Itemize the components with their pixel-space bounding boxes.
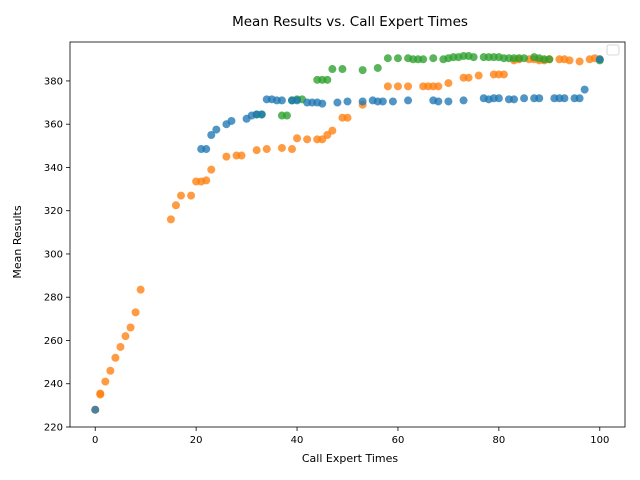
scatter-point bbox=[343, 97, 352, 106]
scatter-point bbox=[575, 57, 584, 66]
plot-area-frame bbox=[69, 41, 626, 428]
scatter-point bbox=[101, 377, 110, 386]
scatter-point bbox=[187, 191, 196, 200]
scatter-point bbox=[560, 94, 569, 103]
scatter-point bbox=[429, 54, 438, 63]
scatter-point bbox=[177, 191, 185, 200]
scatter-point bbox=[393, 54, 402, 63]
scatter-point bbox=[277, 96, 286, 105]
scatter-point bbox=[464, 73, 473, 82]
scatter-point bbox=[202, 176, 211, 185]
scatter-point bbox=[277, 143, 286, 152]
scatter-point bbox=[393, 82, 402, 91]
data-points bbox=[91, 52, 604, 414]
scatter-point bbox=[222, 152, 231, 161]
x-tick-label: 0 bbox=[92, 435, 98, 446]
y-tick-label: 220 bbox=[44, 423, 63, 434]
scatter-point bbox=[510, 95, 518, 104]
scatter-point bbox=[373, 63, 382, 72]
scatter-point bbox=[520, 94, 529, 103]
scatter-point bbox=[545, 55, 554, 64]
scatter-point bbox=[328, 65, 337, 74]
scatter-point bbox=[474, 71, 483, 80]
scatter-point bbox=[469, 53, 478, 62]
axis-ticks: 0 20 40 60 80 100 220 240 260 280 300 320 340 360 380 bbox=[44, 76, 609, 446]
scatter-point bbox=[358, 66, 367, 75]
scatter-point bbox=[383, 54, 392, 63]
scatter-point bbox=[383, 82, 392, 91]
scatter-point bbox=[318, 99, 327, 108]
scatter-point bbox=[288, 145, 296, 154]
y-tick-label: 240 bbox=[44, 379, 63, 390]
scatter-point bbox=[91, 405, 100, 414]
scatter-point bbox=[434, 82, 443, 91]
scatter-point bbox=[96, 390, 105, 399]
scatter-point bbox=[293, 134, 302, 143]
scatter-point bbox=[388, 97, 397, 106]
scatter-point bbox=[126, 323, 135, 332]
scatter-point bbox=[499, 70, 508, 79]
scatter-point bbox=[171, 201, 180, 210]
legend-box bbox=[606, 44, 620, 56]
scatter-point bbox=[520, 54, 529, 63]
x-tick-label: 40 bbox=[291, 435, 304, 446]
scatter-point bbox=[227, 116, 236, 125]
scatter-point bbox=[116, 342, 125, 351]
x-tick-label: 80 bbox=[492, 435, 505, 446]
scatter-point bbox=[131, 308, 140, 317]
y-axis-label: Mean Results bbox=[11, 205, 24, 278]
scatter-point bbox=[494, 94, 503, 103]
scatter-point bbox=[338, 65, 347, 74]
scatter-point bbox=[282, 111, 291, 120]
y-tick-label: 360 bbox=[44, 120, 63, 131]
scatter-point bbox=[580, 85, 589, 94]
scatter-point bbox=[237, 151, 246, 160]
y-tick-label: 320 bbox=[44, 206, 63, 217]
y-tick-label: 340 bbox=[44, 163, 63, 174]
chart-title: Mean Results vs. Call Expert Times bbox=[232, 14, 468, 30]
scatter-point bbox=[106, 366, 115, 375]
scatter-point bbox=[166, 215, 175, 224]
x-tick-label: 100 bbox=[590, 435, 609, 446]
y-tick-label: 380 bbox=[44, 76, 63, 87]
scatter-point bbox=[575, 94, 584, 103]
scatter-point bbox=[378, 97, 387, 106]
scatter-point bbox=[202, 145, 211, 154]
scatter-point bbox=[444, 97, 453, 106]
y-tick-label: 260 bbox=[44, 336, 63, 347]
scatter-point bbox=[293, 96, 302, 105]
scatter-point bbox=[323, 75, 332, 84]
scatter-point bbox=[252, 146, 261, 155]
scatter-point bbox=[358, 97, 367, 106]
scatter-point bbox=[121, 332, 130, 341]
scatter-point bbox=[257, 110, 266, 119]
y-tick-label: 280 bbox=[44, 293, 63, 304]
x-axis-label: Call Expert Times bbox=[302, 452, 398, 465]
scatter-point bbox=[434, 97, 443, 106]
y-tick-label: 300 bbox=[44, 249, 63, 260]
scatter-point bbox=[111, 353, 120, 362]
scatter-point bbox=[207, 131, 216, 140]
scatter-point bbox=[535, 94, 544, 103]
scatter-point bbox=[595, 55, 604, 64]
scatter-point bbox=[459, 96, 468, 105]
scatter-point bbox=[212, 125, 221, 134]
scatter-series-2 bbox=[91, 55, 604, 414]
scatter-point bbox=[444, 79, 453, 88]
scatter-point bbox=[303, 135, 312, 144]
scatter-point bbox=[207, 165, 216, 174]
scatter-point bbox=[262, 145, 271, 154]
scatter-point bbox=[565, 56, 574, 65]
scatter-point bbox=[328, 126, 337, 135]
scatter-point bbox=[343, 113, 352, 122]
scatter-point bbox=[333, 98, 342, 107]
x-tick-label: 60 bbox=[392, 435, 405, 446]
scatter-point bbox=[419, 55, 428, 64]
scatter-point bbox=[136, 285, 145, 294]
scatter-point bbox=[404, 96, 413, 105]
x-tick-label: 20 bbox=[190, 435, 203, 446]
scatter-point bbox=[404, 82, 413, 91]
